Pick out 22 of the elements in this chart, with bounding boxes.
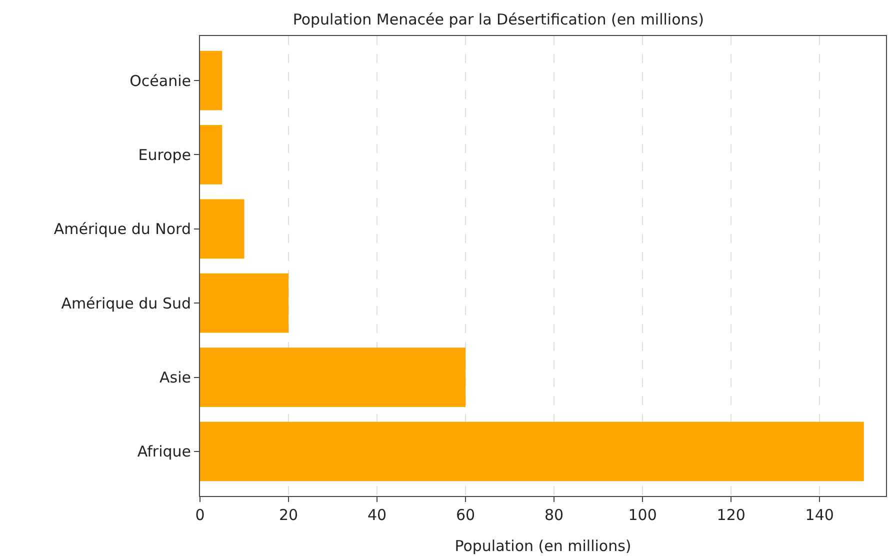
y-tick-label: Afrique [137, 442, 191, 461]
y-tick-label: Océanie [130, 72, 191, 90]
chart-title: Population Menacée par la Désertification (en millions) [292, 10, 704, 28]
bar [200, 422, 864, 482]
x-tick-label: 140 [805, 506, 834, 524]
bar [200, 348, 466, 407]
bar [200, 199, 244, 259]
x-tick-label: 60 [456, 506, 476, 524]
x-tick-label: 120 [716, 506, 746, 524]
y-tick-label: Europe [138, 146, 191, 164]
x-tick-label: 80 [544, 506, 564, 524]
x-axis-title: Population (en millions) [454, 537, 632, 555]
bar [200, 125, 222, 184]
y-tick-label: Amérique du Sud [61, 294, 191, 312]
x-tick-label: 100 [628, 506, 657, 524]
x-tick-label: 20 [278, 506, 298, 524]
bar [200, 50, 222, 110]
x-tick-label: 0 [195, 506, 205, 524]
bar [200, 273, 289, 333]
x-tick-label: 40 [367, 506, 387, 524]
y-tick-label: Asie [160, 368, 191, 387]
y-tick-label: Amérique du Nord [54, 220, 191, 238]
